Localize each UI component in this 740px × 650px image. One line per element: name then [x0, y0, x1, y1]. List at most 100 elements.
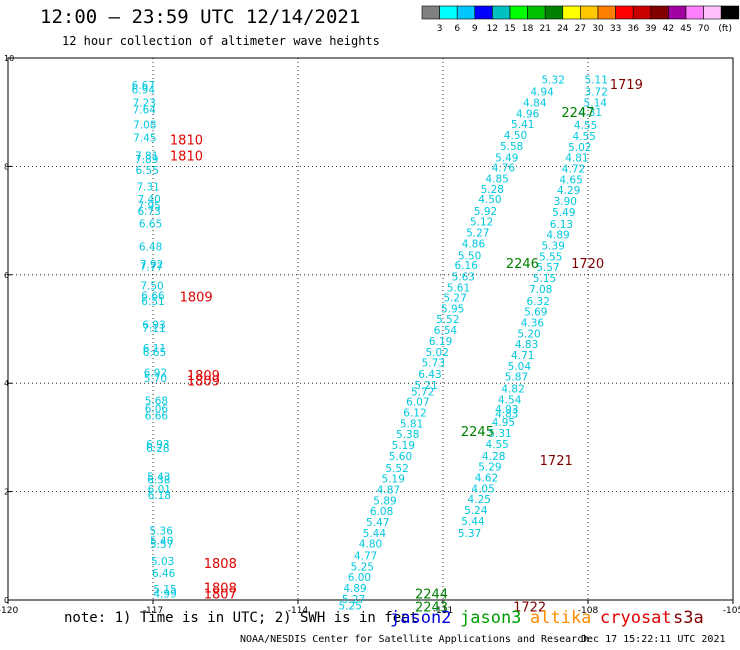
- wave-height-value: 5.27: [342, 594, 365, 606]
- wave-height-value: 5.38: [396, 429, 419, 441]
- colorbar-label: 15: [504, 24, 515, 34]
- x-tick-label: -120: [0, 606, 18, 616]
- wave-height-value: 5.92: [474, 206, 497, 218]
- wave-height-value: 5.63: [452, 271, 475, 283]
- colorbar-swatch: [509, 5, 528, 20]
- wave-height-value: 5.55: [539, 251, 562, 263]
- y-tick-label: 6: [4, 271, 9, 280]
- wave-height-value: 5.49: [495, 153, 518, 165]
- colorbar-label: 18: [522, 24, 534, 34]
- wave-height-value: 5.44: [461, 516, 485, 528]
- wave-height-value: 6.07: [406, 397, 429, 409]
- wave-height-value: 6.54: [434, 325, 458, 337]
- colorbar-label: 27: [575, 24, 586, 34]
- wave-height-value: 4.54: [498, 394, 522, 406]
- wave-height-value: 5.20: [517, 328, 540, 340]
- wave-height-value: 6.51: [141, 296, 164, 308]
- wave-height-value: 6.66: [145, 411, 169, 423]
- wave-height-value: 4.96: [516, 108, 540, 120]
- page-subtitle: 12 hour collection of altimeter wave hei…: [62, 34, 380, 48]
- wave-height-value: 3.90: [554, 196, 577, 208]
- wave-height-value: 6.67: [132, 80, 155, 92]
- x-tick-label: -111: [433, 606, 453, 616]
- legend-cryosat: cryosat: [600, 608, 672, 628]
- wave-height-value: 6.73: [137, 206, 160, 218]
- colorbar-unit: (ft): [718, 24, 732, 34]
- wave-height-value: 6.01: [148, 484, 171, 496]
- colorbar-label: 6: [454, 24, 460, 34]
- wave-height-value: 6.16: [455, 260, 479, 272]
- wave-height-value: 6.28: [146, 443, 169, 455]
- colorbar-swatch: [439, 5, 458, 20]
- wave-height-value: 4.81: [565, 153, 588, 165]
- wave-height-value: 5.03: [151, 556, 174, 568]
- wave-height-value: 6.32: [527, 296, 550, 308]
- wave-height-value: 4.89: [343, 583, 366, 595]
- pass-time-label: 1810: [170, 133, 203, 148]
- wave-height-value: 4.65: [559, 174, 582, 186]
- wave-height-value: 5.21: [414, 380, 437, 392]
- wave-height-value: 6.65: [139, 218, 162, 230]
- colorbar-label: 33: [610, 24, 621, 34]
- wave-height-value: 5.73: [422, 358, 445, 370]
- colorbar: 3 6 9 12 15 18 21 24 27 30 33 36 39 42 45 70 (ft): [421, 5, 740, 34]
- wave-height-value: 4.82: [501, 384, 524, 396]
- wave-height-value: 5.41: [511, 119, 534, 131]
- wave-height-value: 4.36: [521, 317, 545, 329]
- wave-height-value: 5.04: [508, 361, 532, 373]
- x-tick-label: -117: [143, 606, 163, 616]
- wave-height-values: 6.676.947.237.647.087.457.817.896.557.31…: [132, 75, 608, 613]
- colorbar-swatch: [421, 5, 440, 20]
- wave-height-value: 5.89: [373, 495, 396, 507]
- colorbar-label: 45: [680, 24, 691, 34]
- colorbar-swatch: [703, 5, 722, 20]
- colorbar-label: 42: [663, 24, 674, 34]
- wave-height-value: 4.80: [359, 539, 382, 551]
- wave-height-value: 6.08: [370, 506, 393, 518]
- wave-height-value: 7.95: [137, 200, 160, 212]
- wave-height-value: 7.92: [140, 259, 163, 271]
- wave-height-value: 5.36: [150, 526, 174, 538]
- wave-height-value: 5.58: [500, 141, 523, 153]
- wave-height-value: 6.43: [418, 369, 441, 381]
- axis-ticks: -120 -117 -114 -111 -108 -105 0 2 4 6 8 10: [0, 54, 740, 616]
- pass-time-label: 1807: [204, 587, 237, 602]
- y-tick-label: 4: [4, 379, 9, 388]
- colorbar-label: 21: [539, 24, 550, 34]
- chart-grid: [8, 58, 733, 600]
- wave-height-value: 4.94: [530, 87, 554, 99]
- wave-height-value: 5.19: [382, 474, 405, 486]
- colorbar-swatch: [597, 5, 616, 20]
- wave-height-value: 3.72: [585, 87, 608, 99]
- wave-height-value: 4.62: [475, 473, 498, 485]
- wave-height-value: 4.50: [504, 130, 527, 142]
- wave-height-value: 4.83: [495, 409, 518, 421]
- legend-s3a: s3a: [673, 608, 704, 628]
- wave-height-value: 7.45: [133, 133, 156, 145]
- colorbar-swatch: [527, 5, 546, 20]
- wave-height-value: 4.93: [495, 404, 518, 416]
- wave-height-value: 5.29: [478, 462, 501, 474]
- wave-height-value: 6.12: [403, 407, 426, 419]
- wave-height-value: 5.40: [150, 535, 173, 547]
- wave-height-value: 4.28: [482, 451, 505, 463]
- plot-frame: [7, 57, 734, 601]
- wave-height-value: 4.71: [511, 350, 534, 362]
- wave-height-value: 7.89: [135, 154, 158, 166]
- wave-height-value: 4.50: [478, 194, 501, 206]
- y-tick-label: 10: [4, 54, 14, 63]
- wave-height-value: 4.99: [153, 588, 176, 600]
- wave-height-value: 6.92: [144, 367, 167, 379]
- wave-height-value: 5.14: [584, 97, 608, 109]
- wave-height-value: 5.69: [524, 307, 547, 319]
- wave-height-value: 5.52: [436, 314, 459, 326]
- colorbar-swatch: [720, 5, 740, 20]
- wave-height-value: 7.77: [140, 262, 163, 274]
- wave-height-value: 5.25: [339, 600, 362, 612]
- legend-jason2: jason2: [390, 608, 452, 628]
- y-tick-label: 8: [4, 162, 9, 171]
- wave-height-value: 7.31: [136, 181, 159, 193]
- wave-height-value: 5.32: [542, 75, 565, 87]
